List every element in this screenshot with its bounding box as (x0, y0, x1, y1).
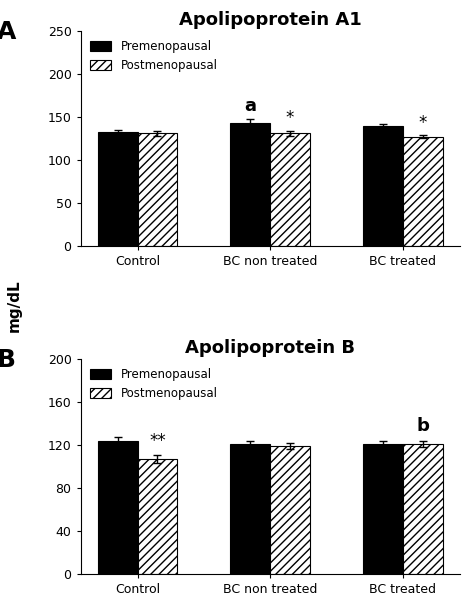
Bar (363, 444, 403, 574)
Title: Apolipoprotein A1: Apolipoprotein A1 (179, 11, 362, 29)
Text: **: ** (149, 432, 166, 450)
Legend: Premenopausal, Postmenopausal: Premenopausal, Postmenopausal (86, 364, 221, 403)
Bar (230, 444, 270, 574)
Text: A: A (0, 20, 17, 44)
Bar (98, 441, 137, 574)
Title: Apolipoprotein B: Apolipoprotein B (185, 339, 355, 357)
Legend: Premenopausal, Postmenopausal: Premenopausal, Postmenopausal (86, 37, 221, 75)
Text: B: B (0, 348, 16, 371)
Bar (363, 126, 403, 246)
Text: b: b (416, 417, 429, 435)
Text: mg/dL: mg/dL (7, 279, 22, 332)
Bar (98, 133, 137, 246)
Bar (270, 133, 310, 246)
Bar (137, 459, 177, 574)
Bar (270, 446, 310, 574)
Text: a: a (244, 97, 256, 115)
Bar (137, 133, 177, 246)
Text: *: * (286, 109, 294, 127)
Bar (403, 137, 443, 246)
Bar (230, 123, 270, 246)
Bar (403, 444, 443, 574)
Text: *: * (419, 114, 427, 131)
